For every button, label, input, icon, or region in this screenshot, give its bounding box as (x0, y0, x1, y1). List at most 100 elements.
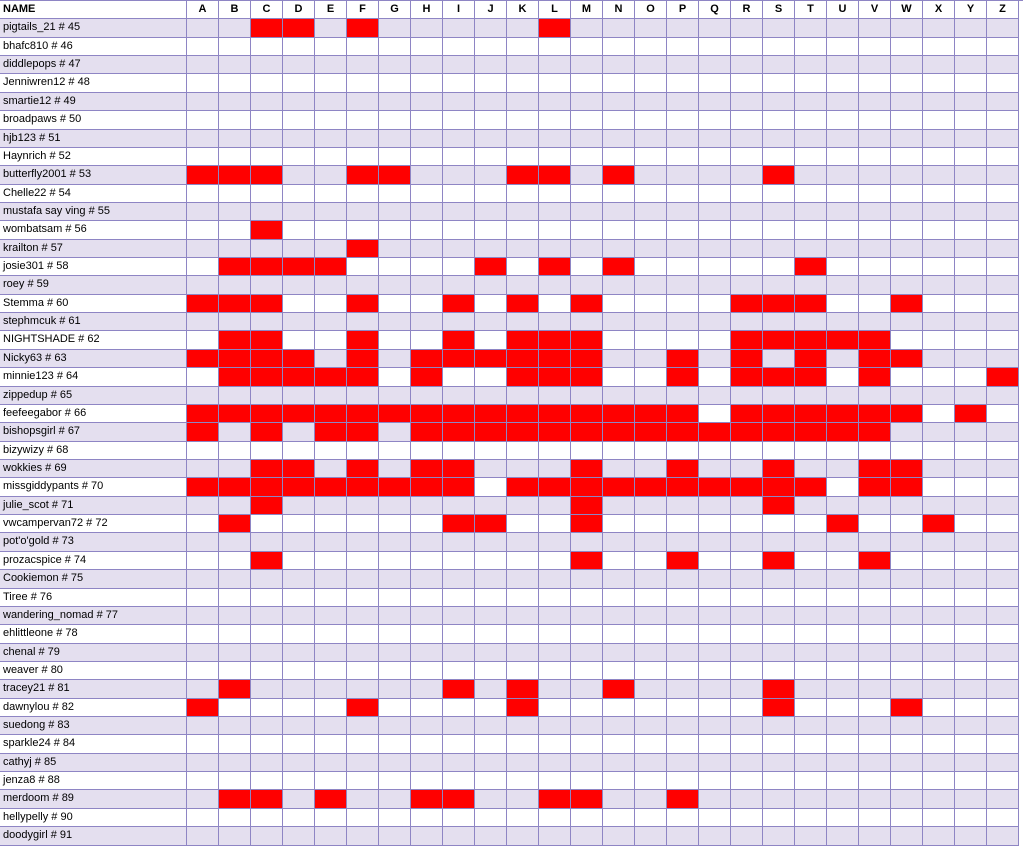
grid-cell[interactable] (923, 459, 955, 479)
grid-cell[interactable] (827, 459, 859, 479)
grid-cell[interactable] (283, 74, 315, 93)
grid-cell[interactable] (475, 166, 507, 185)
grid-cell[interactable] (283, 92, 315, 112)
grid-cell[interactable] (283, 184, 315, 203)
grid-cell[interactable] (539, 625, 571, 644)
grid-cell[interactable] (859, 37, 891, 57)
marked-cell[interactable] (251, 19, 283, 38)
grid-cell[interactable] (443, 166, 475, 185)
grid-cell[interactable] (667, 496, 699, 516)
marked-cell[interactable] (539, 331, 571, 350)
grid-cell[interactable] (763, 239, 795, 259)
grid-cell[interactable] (891, 753, 923, 773)
grid-cell[interactable] (699, 606, 731, 626)
grid-cell[interactable] (987, 698, 1019, 718)
marked-cell[interactable] (571, 423, 603, 442)
grid-cell[interactable] (411, 313, 443, 332)
grid-cell[interactable] (859, 680, 891, 699)
grid-cell[interactable] (923, 386, 955, 405)
grid-cell[interactable] (347, 386, 379, 405)
grid-cell[interactable] (283, 423, 315, 442)
grid-cell[interactable] (635, 735, 667, 754)
grid-cell[interactable] (187, 551, 219, 571)
grid-cell[interactable] (635, 459, 667, 479)
grid-cell[interactable] (219, 129, 251, 148)
grid-cell[interactable] (987, 551, 1019, 571)
grid-cell[interactable] (251, 111, 283, 130)
marked-cell[interactable] (443, 294, 475, 314)
marked-cell[interactable] (859, 331, 891, 350)
grid-cell[interactable] (219, 184, 251, 203)
grid-cell[interactable] (411, 239, 443, 259)
marked-cell[interactable] (219, 166, 251, 185)
grid-cell[interactable] (187, 147, 219, 167)
grid-cell[interactable] (603, 19, 635, 38)
marked-cell[interactable] (251, 404, 283, 424)
grid-cell[interactable] (987, 166, 1019, 185)
grid-cell[interactable] (891, 570, 923, 589)
grid-cell[interactable] (571, 386, 603, 405)
grid-cell[interactable] (443, 717, 475, 736)
grid-cell[interactable] (955, 221, 987, 240)
grid-cell[interactable] (699, 790, 731, 809)
grid-cell[interactable] (923, 533, 955, 552)
grid-cell[interactable] (571, 147, 603, 167)
grid-cell[interactable] (443, 753, 475, 773)
grid-cell[interactable] (795, 166, 827, 185)
grid-cell[interactable] (571, 570, 603, 589)
grid-cell[interactable] (827, 698, 859, 718)
marked-cell[interactable] (347, 368, 379, 387)
grid-cell[interactable] (187, 221, 219, 240)
grid-cell[interactable] (891, 56, 923, 75)
marked-cell[interactable] (571, 404, 603, 424)
grid-cell[interactable] (315, 184, 347, 203)
grid-cell[interactable] (827, 753, 859, 773)
grid-cell[interactable] (507, 551, 539, 571)
grid-cell[interactable] (603, 588, 635, 607)
grid-cell[interactable] (283, 294, 315, 314)
grid-cell[interactable] (571, 643, 603, 662)
grid-cell[interactable] (539, 698, 571, 718)
marked-cell[interactable] (443, 423, 475, 442)
grid-cell[interactable] (219, 735, 251, 754)
marked-cell[interactable] (283, 349, 315, 369)
grid-cell[interactable] (955, 680, 987, 699)
grid-cell[interactable] (571, 753, 603, 773)
grid-cell[interactable] (315, 386, 347, 405)
grid-cell[interactable] (859, 56, 891, 75)
grid-cell[interactable] (379, 294, 411, 314)
grid-cell[interactable] (315, 753, 347, 773)
grid-cell[interactable] (827, 37, 859, 57)
grid-cell[interactable] (859, 625, 891, 644)
grid-cell[interactable] (443, 827, 475, 846)
grid-cell[interactable] (283, 717, 315, 736)
marked-cell[interactable] (891, 459, 923, 479)
grid-cell[interactable] (795, 111, 827, 130)
grid-cell[interactable] (859, 735, 891, 754)
grid-cell[interactable] (443, 37, 475, 57)
grid-cell[interactable] (987, 19, 1019, 38)
grid-cell[interactable] (443, 441, 475, 460)
grid-cell[interactable] (795, 129, 827, 148)
grid-cell[interactable] (891, 166, 923, 185)
grid-cell[interactable] (315, 349, 347, 369)
grid-cell[interactable] (475, 698, 507, 718)
grid-cell[interactable] (315, 717, 347, 736)
grid-cell[interactable] (987, 827, 1019, 846)
grid-cell[interactable] (667, 129, 699, 148)
grid-cell[interactable] (859, 92, 891, 112)
grid-cell[interactable] (987, 735, 1019, 754)
grid-cell[interactable] (731, 808, 763, 828)
grid-cell[interactable] (283, 606, 315, 626)
grid-cell[interactable] (411, 735, 443, 754)
grid-cell[interactable] (475, 790, 507, 809)
grid-cell[interactable] (955, 790, 987, 809)
grid-cell[interactable] (411, 37, 443, 57)
grid-cell[interactable] (475, 588, 507, 607)
grid-cell[interactable] (347, 680, 379, 699)
marked-cell[interactable] (571, 478, 603, 497)
grid-cell[interactable] (859, 294, 891, 314)
marked-cell[interactable] (219, 331, 251, 350)
grid-cell[interactable] (251, 772, 283, 791)
grid-cell[interactable] (443, 533, 475, 552)
